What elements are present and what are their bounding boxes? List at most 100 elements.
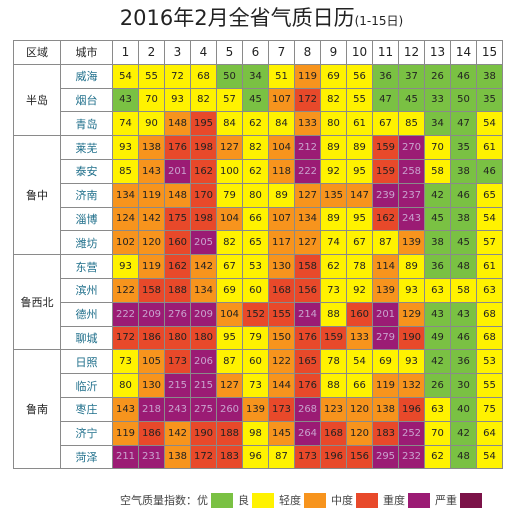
aqi-cell: 54: [477, 445, 503, 470]
chart-title-sub: (1-15日): [354, 14, 404, 28]
aqi-cell: 65: [243, 231, 269, 256]
aqi-cell: 54: [347, 350, 373, 375]
aqi-cell: 63: [477, 278, 503, 303]
aqi-cell: 38: [451, 159, 477, 184]
aqi-cell: 120: [139, 231, 165, 256]
legend-label: 空气质量指数：: [120, 494, 197, 507]
aqi-cell: 55: [347, 88, 373, 113]
aqi-cell: 61: [347, 112, 373, 137]
aqi-cell: 173: [165, 350, 191, 375]
aqi-cell: 162: [191, 159, 217, 184]
header-day-12: 12: [399, 41, 425, 65]
legend-item: 良: [238, 492, 274, 508]
aqi-cell: 43: [425, 302, 451, 327]
region-label: 鲁南: [14, 350, 61, 470]
aqi-cell: 67: [217, 255, 243, 279]
aqi-cell: 88: [321, 302, 347, 327]
legend-swatch: [408, 492, 430, 508]
header-city: 城市: [61, 41, 113, 65]
aqi-cell: 73: [321, 278, 347, 303]
aqi-cell: 188: [217, 421, 243, 446]
aqi-cell: 147: [347, 183, 373, 208]
region-label: 半岛: [14, 64, 61, 137]
aqi-cell: 89: [269, 183, 295, 208]
aqi-cell: 162: [165, 255, 191, 279]
aqi-cell: 89: [399, 255, 425, 279]
city-label: 淄博: [61, 207, 113, 232]
aqi-cell: 186: [139, 421, 165, 446]
aqi-cell: 78: [321, 350, 347, 375]
aqi-cell: 98: [243, 421, 269, 446]
aqi-cell: 42: [451, 421, 477, 446]
aqi-cell: 73: [243, 374, 269, 398]
aqi-cell: 168: [321, 421, 347, 446]
aqi-cell: 47: [373, 88, 399, 113]
aqi-cell: 33: [425, 88, 451, 113]
aqi-cell: 104: [269, 136, 295, 160]
header-region: 区域: [14, 41, 61, 65]
aqi-cell: 36: [425, 255, 451, 279]
aqi-cell: 60: [243, 350, 269, 375]
legend: 空气质量指数： 优 良 轻度 中度 重度 严重: [120, 489, 487, 511]
aqi-cell: 43: [113, 88, 139, 113]
aqi-cell: 61: [477, 255, 503, 279]
aqi-cell: 37: [399, 64, 425, 89]
city-label: 莱芜: [61, 136, 113, 160]
header-day-15: 15: [477, 41, 503, 65]
aqi-cell: 159: [321, 326, 347, 351]
aqi-cell: 222: [113, 302, 139, 327]
header-day-4: 4: [191, 41, 217, 65]
aqi-cell: 82: [191, 88, 217, 113]
aqi-cell: 127: [295, 183, 321, 208]
aqi-cell: 118: [269, 159, 295, 184]
aqi-cell: 119: [139, 183, 165, 208]
aqi-cell: 133: [347, 326, 373, 351]
aqi-cell: 215: [165, 374, 191, 398]
aqi-cell: 176: [295, 374, 321, 398]
aqi-cell: 72: [165, 64, 191, 89]
aqi-cell: 215: [191, 374, 217, 398]
aqi-cell: 160: [347, 302, 373, 327]
aqi-cell: 260: [217, 397, 243, 422]
aqi-cell: 134: [113, 183, 139, 208]
legend-swatch: [252, 492, 274, 508]
aqi-cell: 88: [321, 374, 347, 398]
aqi-cell: 120: [347, 421, 373, 446]
aqi-cell: 143: [113, 397, 139, 422]
aqi-cell: 36: [451, 350, 477, 375]
legend-item: 严重: [435, 492, 482, 508]
city-label: 临沂: [61, 374, 113, 398]
aqi-cell: 183: [373, 421, 399, 446]
aqi-cell: 43: [451, 302, 477, 327]
aqi-cell: 119: [113, 421, 139, 446]
header-day-10: 10: [347, 41, 373, 65]
aqi-cell: 275: [191, 397, 217, 422]
city-label: 烟台: [61, 88, 113, 113]
aqi-cell: 93: [399, 350, 425, 375]
header-day-8: 8: [295, 41, 321, 65]
aqi-cell: 93: [399, 278, 425, 303]
aqi-cell: 80: [113, 374, 139, 398]
header-day-6: 6: [243, 41, 269, 65]
aqi-cell: 117: [269, 231, 295, 256]
aqi-cell: 218: [139, 397, 165, 422]
aqi-cell: 75: [477, 397, 503, 422]
aqi-cell: 172: [295, 88, 321, 113]
aqi-cell: 127: [295, 231, 321, 256]
aqi-cell: 57: [477, 231, 503, 256]
city-label: 枣庄: [61, 397, 113, 422]
aqi-cell: 135: [321, 183, 347, 208]
legend-item-label: 中度: [331, 494, 353, 507]
aqi-cell: 155: [269, 302, 295, 327]
aqi-cell: 26: [425, 374, 451, 398]
aqi-cell: 68: [477, 326, 503, 351]
legend-item: 中度: [331, 492, 378, 508]
aqi-cell: 45: [451, 231, 477, 256]
aqi-cell: 47: [451, 112, 477, 137]
aqi-cell: 46: [451, 64, 477, 89]
aqi-cell: 64: [477, 421, 503, 446]
aqi-cell: 165: [295, 350, 321, 375]
aqi-cell: 87: [217, 350, 243, 375]
aqi-cell: 84: [217, 112, 243, 137]
aqi-cell: 211: [113, 445, 139, 470]
